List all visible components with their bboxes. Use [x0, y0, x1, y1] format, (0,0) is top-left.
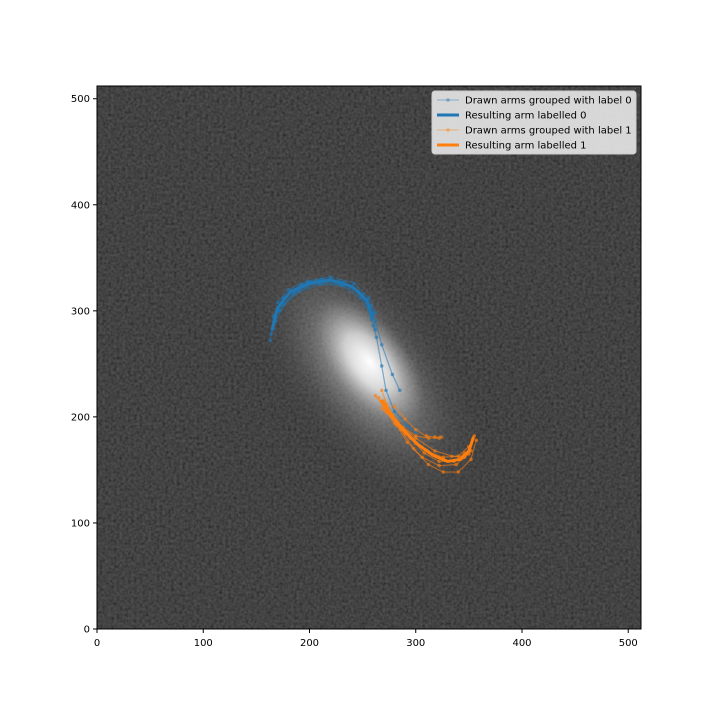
legend-label-3: Resulting arm labelled 1 — [465, 141, 587, 152]
drawn-arm-point — [367, 296, 371, 300]
drawn-arm-point — [422, 451, 427, 455]
drawn-arm-point — [384, 388, 388, 393]
drawn-arm-point — [275, 300, 280, 305]
drawn-arm-point — [403, 417, 407, 421]
legend-label-0: Drawn arms grouped with label 0 — [465, 96, 632, 107]
drawn-arm-point — [441, 470, 446, 474]
drawn-arm-point — [371, 323, 376, 328]
x-tick-label: 100 — [194, 638, 213, 649]
drawn-arm-point — [454, 462, 458, 467]
drawn-arm-point — [352, 281, 356, 286]
x-axis: 0 100 200 300 400 500 — [94, 629, 638, 649]
drawn-arm-point — [413, 427, 418, 432]
drawn-arm-point — [411, 446, 416, 451]
drawn-arm-point — [392, 409, 397, 414]
legend: Drawn arms grouped with label 0 Resultin… — [431, 90, 637, 155]
x-tick-label: 0 — [94, 638, 100, 649]
drawn-arm-point — [291, 292, 296, 296]
drawn-arm-point — [405, 423, 410, 428]
plot-frame — [96, 85, 642, 630]
legend-label-2: Drawn arms grouped with label 1 — [465, 126, 632, 137]
drawn-arm-point — [379, 406, 384, 411]
x-tick-label: 400 — [512, 638, 531, 649]
drawn-arm-point — [474, 438, 479, 443]
drawn-arm-point — [433, 449, 437, 453]
drawn-arm-point — [433, 435, 437, 439]
drawn-arm-point — [328, 275, 333, 279]
legend-entry-3: Resulting arm labelled 1 — [437, 141, 587, 152]
drawn-arm-point — [437, 463, 441, 468]
y-axis: 0 100 200 300 400 500 — [71, 94, 97, 636]
y-tick-label: 300 — [71, 306, 90, 317]
drawn-arm-point — [358, 296, 363, 300]
drawn-arm-point — [426, 462, 431, 467]
drawn-arm-point — [286, 287, 291, 292]
drawn-arm-point — [277, 309, 282, 313]
resulting-arm-line-3-0 — [380, 399, 475, 463]
drawn-arm-point — [373, 393, 378, 398]
drawn-arm-point — [469, 457, 473, 462]
x-tick-label: 500 — [619, 638, 638, 649]
y-tick-label: 200 — [71, 412, 90, 423]
legend-entry-2: Drawn arms grouped with label 1 — [437, 126, 632, 137]
resulting-arm-line-1-0 — [270, 278, 374, 331]
drawn-arm-point — [398, 388, 402, 393]
drawn-arm-point — [373, 311, 378, 315]
drawn-arm-point — [424, 434, 429, 438]
series-layer — [268, 275, 479, 474]
drawn-arm-point — [268, 338, 272, 343]
y-tick-label: 0 — [84, 625, 90, 636]
y-tick-label: 500 — [71, 94, 90, 105]
drawn-arm-point — [413, 436, 418, 440]
drawn-arm-point — [379, 364, 384, 368]
drawn-arm-point — [379, 388, 384, 393]
x-tick-label: 200 — [300, 638, 319, 649]
legend-box — [431, 90, 637, 155]
galaxy-image — [97, 86, 641, 629]
drawn-arm-point — [269, 332, 274, 336]
drawn-arm-point — [390, 372, 395, 377]
drawn-arm-point — [379, 342, 384, 347]
drawn-arm-point — [392, 404, 397, 409]
drawn-arm-point — [450, 454, 454, 458]
drawn-arm-point — [437, 459, 441, 464]
drawn-arm-point — [439, 435, 444, 439]
legend-entry-0: Drawn arms grouped with label 0 — [437, 96, 632, 107]
drawn-arm-point — [305, 279, 310, 283]
legend-label-1: Resulting arm labelled 0 — [465, 111, 587, 122]
y-tick-label: 100 — [71, 518, 90, 529]
legend-entry-1: Resulting arm labelled 0 — [437, 111, 587, 122]
drawn-arm-point — [373, 319, 378, 324]
drawn-arm-point — [456, 470, 461, 474]
x-tick-label: 300 — [406, 638, 425, 649]
drawn-arm-point — [374, 335, 379, 340]
y-tick-label: 400 — [71, 200, 90, 211]
